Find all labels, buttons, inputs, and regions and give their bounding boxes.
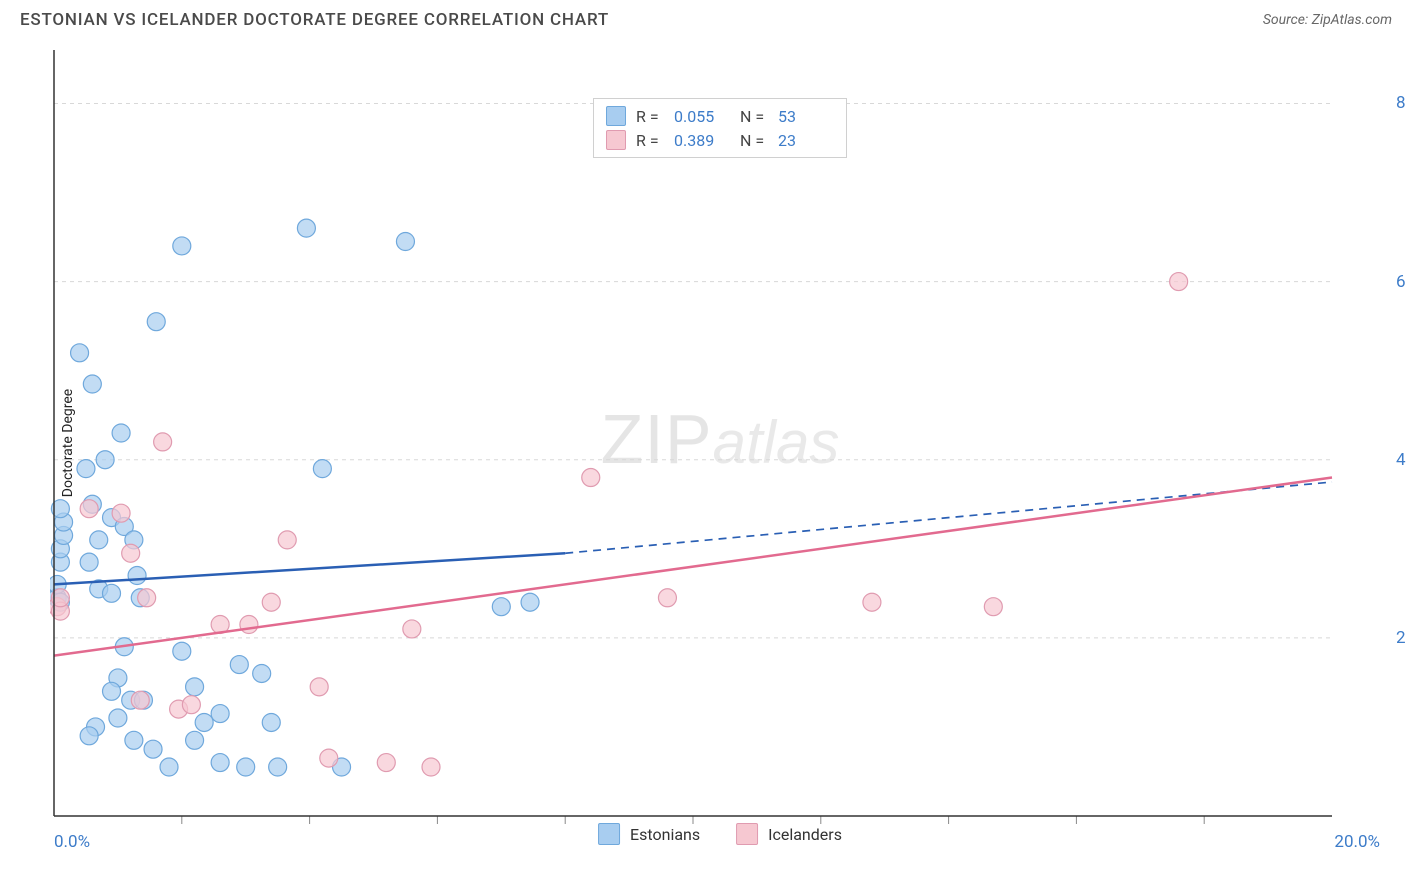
legend-swatch bbox=[606, 130, 626, 150]
source-attribution: Source: ZipAtlas.com bbox=[1263, 12, 1392, 28]
legend-series: Estonians Icelanders bbox=[598, 823, 842, 845]
legend-n-label: N = bbox=[740, 131, 768, 150]
chart-container: Doctorate Degree ZIPatlas R =0.055N =53R… bbox=[50, 48, 1390, 838]
legend-r-value: 0.389 bbox=[674, 131, 730, 150]
scatter-chart bbox=[50, 48, 1390, 838]
legend-series-item: Icelanders bbox=[736, 823, 842, 845]
y-tick-label: 4.0% bbox=[1396, 450, 1406, 470]
source-prefix: Source: bbox=[1263, 12, 1312, 28]
legend-swatch bbox=[598, 823, 620, 845]
source-link[interactable]: ZipAtlas.com bbox=[1312, 12, 1392, 28]
legend-n-label: N = bbox=[740, 107, 768, 126]
header: ESTONIAN VS ICELANDER DOCTORATE DEGREE C… bbox=[0, 0, 1406, 40]
legend-swatch bbox=[736, 823, 758, 845]
x-tick-label: 20.0% bbox=[1334, 832, 1380, 852]
y-tick-label: 8.0% bbox=[1396, 93, 1406, 113]
legend-series-label: Icelanders bbox=[768, 825, 842, 844]
legend-correlation: R = 0.055 N = 53 R = 0.389 N = 23 bbox=[593, 98, 847, 158]
legend-n-value: 23 bbox=[778, 131, 834, 150]
legend-swatch bbox=[606, 106, 626, 126]
y-tick-label: 2.0% bbox=[1396, 628, 1406, 648]
chart-title: ESTONIAN VS ICELANDER DOCTORATE DEGREE C… bbox=[20, 10, 609, 30]
legend-n-value: 53 bbox=[778, 107, 834, 126]
legend-series-item: Estonians bbox=[598, 823, 700, 845]
legend-r-value: 0.055 bbox=[674, 107, 730, 126]
y-tick-label: 6.0% bbox=[1396, 272, 1406, 292]
legend-correlation-row: R = 0.055 N = 53 bbox=[606, 104, 834, 128]
legend-r-label: R = bbox=[636, 107, 664, 126]
legend-series-label: Estonians bbox=[630, 825, 700, 844]
legend-r-label: R = bbox=[636, 131, 664, 150]
legend-correlation-row: R = 0.389 N = 23 bbox=[606, 128, 834, 152]
x-tick-label: 0.0% bbox=[54, 832, 90, 852]
